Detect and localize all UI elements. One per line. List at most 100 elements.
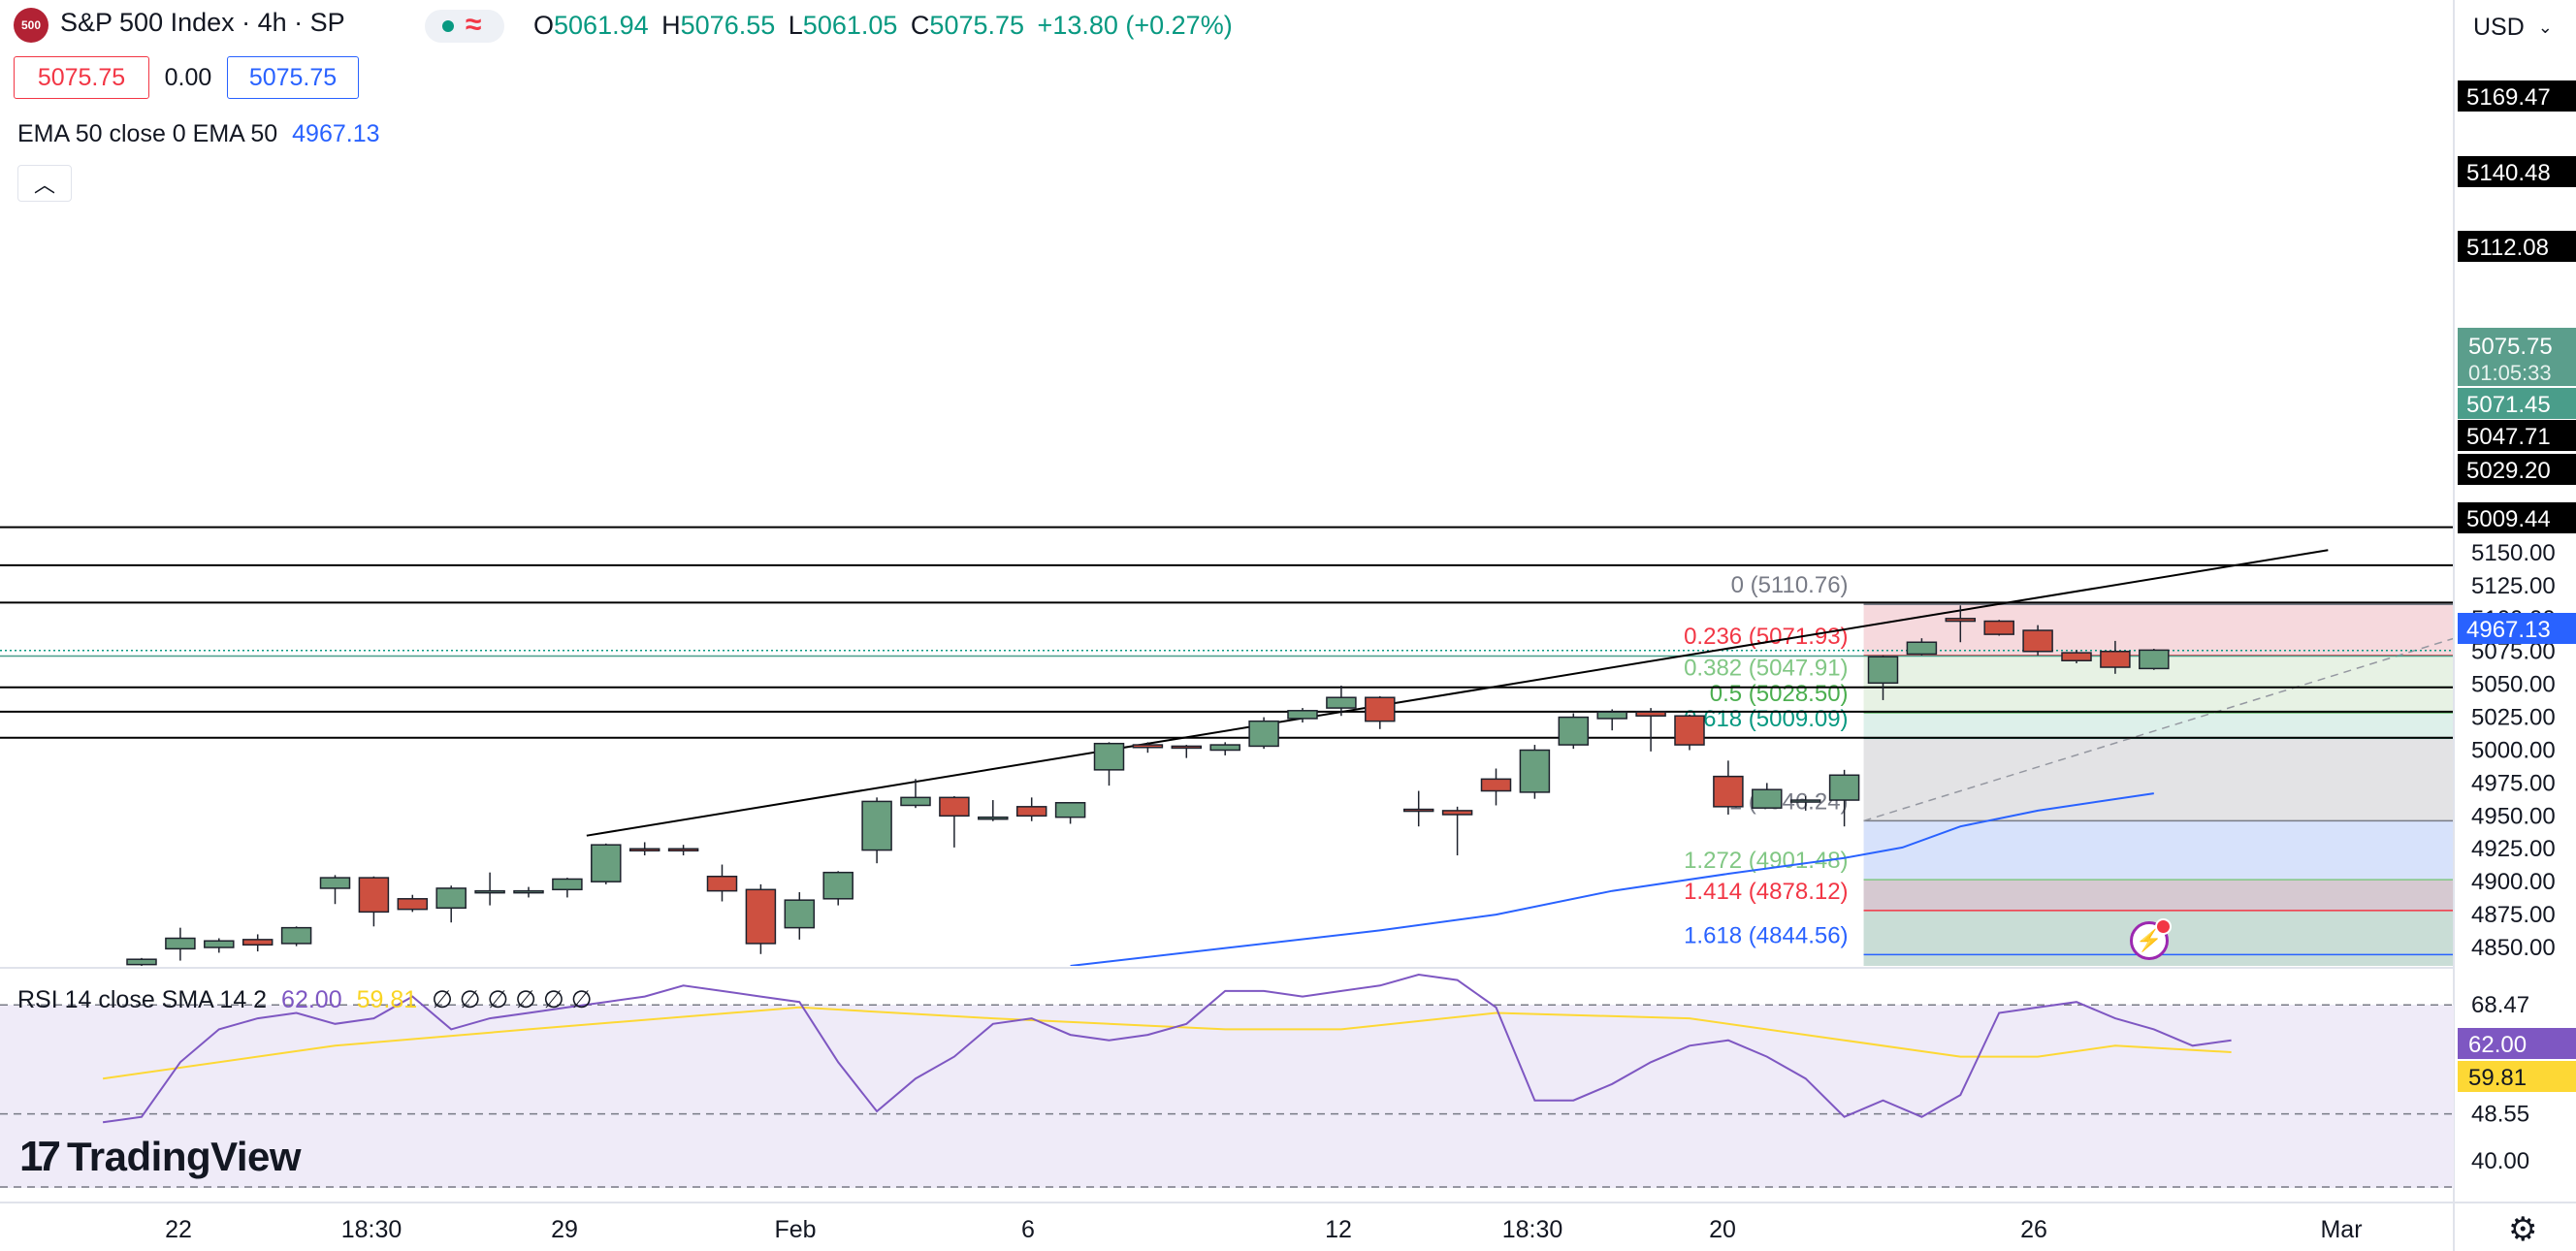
candle-body — [1752, 788, 1783, 809]
close-label: C — [910, 11, 930, 40]
candle — [1248, 717, 1279, 750]
candle — [1713, 760, 1744, 815]
candle — [204, 938, 235, 953]
price-tag-label: 5140.48 — [2466, 160, 2551, 186]
settings-gear-icon[interactable]: ⚙ — [2508, 1211, 2538, 1248]
candle-body — [900, 796, 931, 807]
trendline — [586, 549, 2329, 837]
candle — [1558, 713, 1590, 750]
notification-dot — [2155, 918, 2172, 935]
rsi-band — [0, 1005, 2454, 1188]
rsi-sma-tag-label: 59.81 — [2468, 1065, 2527, 1091]
candle — [552, 878, 583, 898]
rsi-extra-values: ∅ ∅ ∅ ∅ ∅ ∅ — [432, 986, 593, 1013]
low-label: L — [788, 11, 803, 40]
candle — [706, 864, 738, 902]
fib-label-0.618: 0.618 (5009.09) — [1684, 706, 1848, 732]
fib-band-tail — [1863, 954, 2454, 966]
open-label: O — [533, 11, 555, 40]
candle-body — [1209, 744, 1240, 752]
candle — [319, 875, 351, 905]
candle — [667, 845, 699, 856]
price-tag-hline — [2458, 156, 2576, 187]
fib-label-1.618: 1.618 (4844.56) — [1684, 922, 1848, 948]
price-tag-fib — [2458, 388, 2576, 419]
x-tick-label: 18:30 — [1502, 1216, 1563, 1243]
candle-body — [1674, 715, 1705, 746]
candle — [1209, 742, 1240, 755]
currency-label: USD — [2473, 13, 2525, 41]
sell-price-button[interactable]: 5075.75 — [14, 56, 149, 99]
candle-body — [1326, 696, 1357, 709]
candle — [628, 842, 660, 856]
candle — [358, 876, 390, 927]
candle-body — [165, 937, 196, 950]
candle — [1983, 620, 2014, 636]
candle — [1441, 806, 1473, 856]
symbol-title[interactable]: S&P 500 Index · 4h · SP — [60, 8, 345, 37]
price-tag-ema — [2458, 613, 2576, 644]
volatility-icon: ≈ — [466, 9, 482, 41]
fib-band-1 — [1863, 820, 2454, 881]
fib-label-0.382: 0.382 (5047.91) — [1684, 655, 1848, 681]
candle — [126, 957, 157, 966]
candle-body — [1365, 696, 1396, 722]
price-tag-hline — [2458, 80, 2576, 112]
candle — [1789, 795, 1821, 811]
rsi-line — [102, 973, 2232, 1124]
candle-body — [1635, 711, 1666, 717]
x-tick-label: 29 — [551, 1216, 578, 1243]
candle — [591, 843, 622, 884]
rsi-sma-tag — [2458, 1061, 2576, 1092]
candle-body — [2022, 629, 2053, 653]
x-tick-label: Feb — [774, 1216, 816, 1243]
rsi-legend[interactable]: RSI 14 close SMA 14 2 62.00 59.81 ∅ ∅ ∅ … — [17, 985, 592, 1014]
y-tick-label: 5025.00 — [2471, 705, 2556, 731]
candle — [474, 872, 505, 906]
candle — [978, 800, 1009, 821]
collapse-legend-button[interactable]: ︿ — [17, 165, 72, 202]
candle — [1674, 714, 1705, 751]
candle-body — [552, 878, 583, 891]
buy-price-button[interactable]: 5075.75 — [227, 56, 359, 99]
candle — [745, 883, 777, 954]
price-tag-label: 5009.44 — [2466, 506, 2551, 532]
rsi-sma-line — [102, 1006, 2232, 1080]
fib-band-1.272 — [1863, 880, 2454, 911]
candle — [435, 885, 467, 923]
price-tag-label: 5047.71 — [2466, 424, 2551, 450]
spread-value: 0.00 — [153, 56, 223, 99]
ema-legend[interactable]: EMA 50 close 0 EMA 50 4967.13 — [17, 120, 380, 148]
ema-value: 4967.13 — [292, 120, 380, 147]
candle — [1326, 686, 1357, 717]
high-value: 5076.55 — [680, 11, 776, 40]
rsi-sma-value: 59.81 — [356, 986, 418, 1013]
tradingview-mark-icon: 17 — [19, 1133, 61, 1180]
candle — [2139, 649, 2170, 670]
brand-name: TradingView — [66, 1134, 302, 1179]
candle-body — [1713, 775, 1744, 808]
rsi-value-tag — [2458, 1028, 2576, 1059]
candle-body — [706, 875, 738, 892]
candle-body — [1945, 618, 1977, 623]
change-value: +13.80 (+0.27%) — [1037, 11, 1233, 40]
candle — [1365, 695, 1396, 729]
tradingview-logo[interactable]: 17 TradingView — [19, 1133, 302, 1181]
ohlc-readout: O5061.94 H5076.55 L5061.05 C5075.75 +13.… — [533, 11, 1233, 41]
currency-selector[interactable]: USD ⌄ — [2460, 6, 2568, 48]
candle — [861, 797, 892, 864]
market-status[interactable]: ≈ — [425, 9, 504, 43]
x-tick-label: 18:30 — [341, 1216, 402, 1243]
candle-body — [1596, 711, 1627, 720]
candle — [397, 894, 429, 913]
lightning-alert-icon[interactable]: ⚡ — [2130, 918, 2172, 960]
candle-body — [1054, 802, 1086, 818]
y-tick-label: 4875.00 — [2471, 902, 2556, 928]
candle — [513, 886, 544, 898]
chevron-down-icon: ⌄ — [2537, 16, 2553, 37]
x-tick-label: 12 — [1325, 1216, 1352, 1243]
chevron-up-icon: ︿ — [33, 173, 55, 197]
candle — [1015, 797, 1047, 821]
candle — [1093, 742, 1125, 786]
